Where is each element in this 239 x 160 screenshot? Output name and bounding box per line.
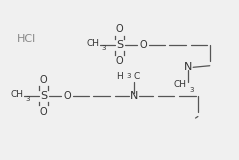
Text: N: N [184, 62, 193, 72]
Text: S: S [40, 91, 47, 101]
Text: 3: 3 [26, 96, 30, 102]
Text: C: C [133, 72, 139, 80]
Text: 3: 3 [102, 45, 106, 51]
Text: CH: CH [87, 39, 100, 48]
Text: O: O [116, 56, 123, 66]
Text: O: O [40, 75, 47, 85]
Text: O: O [40, 107, 47, 117]
Text: O: O [139, 40, 147, 50]
Text: 3: 3 [127, 73, 131, 79]
Text: O: O [116, 24, 123, 34]
Text: O: O [63, 91, 71, 101]
Text: 3: 3 [190, 87, 194, 92]
Text: HCl: HCl [17, 34, 37, 44]
Text: N: N [130, 91, 138, 101]
Text: CH: CH [173, 80, 186, 89]
Text: S: S [116, 40, 123, 50]
Text: H: H [116, 72, 123, 80]
Text: CH: CH [11, 90, 24, 99]
